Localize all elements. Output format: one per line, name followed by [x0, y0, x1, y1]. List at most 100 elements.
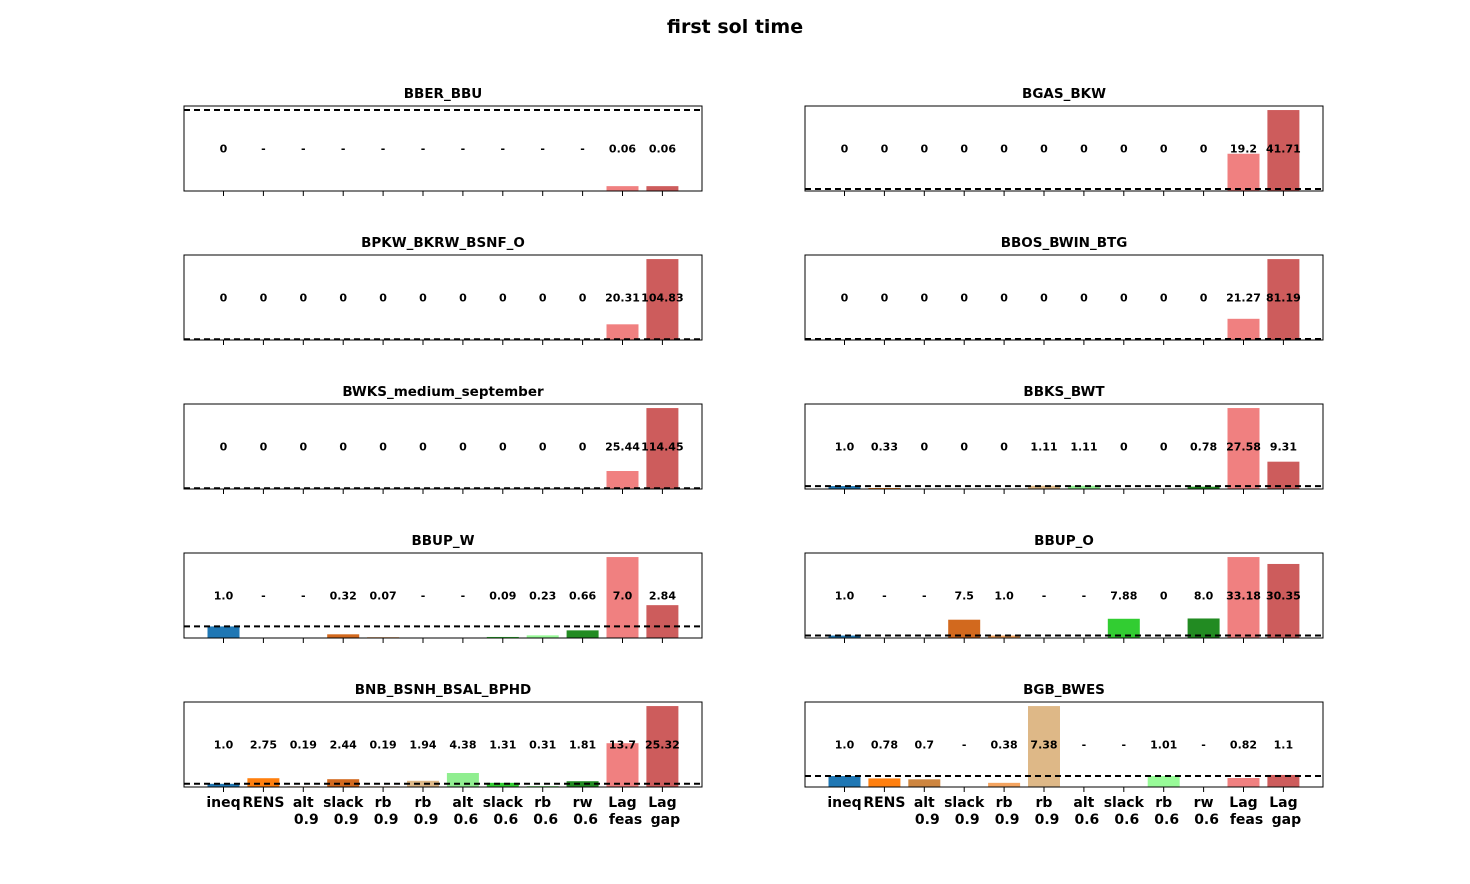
bar-11: [646, 408, 679, 489]
bar-0: [828, 486, 861, 489]
value-label: 0: [1000, 292, 1008, 305]
bar-3: [948, 619, 981, 638]
value-label: 0.31: [529, 739, 556, 752]
value-label: -: [381, 143, 386, 156]
value-label: 0: [299, 292, 307, 305]
value-label: 0: [1160, 292, 1168, 305]
bar-7: [486, 636, 519, 638]
axes-frame: [804, 552, 1324, 639]
value-label: 25.44: [605, 441, 640, 454]
axes-frame: [804, 105, 1324, 192]
bar-6: [1067, 485, 1100, 489]
value-label: 0: [1040, 143, 1048, 156]
x-tick-label: slack 0.9: [944, 795, 985, 828]
x-tick-label: Lag feas: [1229, 795, 1263, 828]
axes-frame: [804, 701, 1324, 788]
subplot-title: BBOS_BWIN_BTG: [1001, 235, 1128, 251]
value-label: 4.38: [449, 739, 476, 752]
value-label: 1.31: [489, 739, 516, 752]
value-label: 0: [960, 292, 968, 305]
bar-9: [566, 781, 599, 787]
value-label: -: [882, 590, 887, 603]
value-label: -: [261, 590, 266, 603]
bar-10: [1227, 153, 1260, 191]
bar-0: [207, 783, 240, 787]
value-label: 0: [881, 292, 889, 305]
bar-0: [828, 776, 861, 787]
value-label: 0: [419, 292, 427, 305]
bar-7: [486, 782, 519, 787]
subplot-title: BNB_BSNH_BSAL_BPHD: [355, 682, 532, 698]
value-label: 0: [260, 292, 268, 305]
value-label: 0: [1040, 292, 1048, 305]
value-label: 0: [1120, 441, 1128, 454]
value-label: 0: [920, 143, 928, 156]
bar-5: [1028, 706, 1060, 787]
x-tick-label: ineq: [206, 795, 240, 811]
value-label: -: [1042, 590, 1047, 603]
value-label: 0: [841, 143, 849, 156]
value-label: -: [922, 590, 927, 603]
value-label: 7.88: [1110, 590, 1137, 603]
value-label: 1.0: [994, 590, 1014, 603]
value-label: 104.83: [641, 292, 683, 305]
value-label: 1.0: [214, 739, 234, 752]
x-tick-label: RENS: [242, 795, 284, 811]
subplot-title: BWKS_medium_september: [342, 384, 544, 400]
subplot-BPKW_BKRW_BSNF_O: BPKW_BKRW_BSNF_O 0 0 0 0 0 0 0 0 0 0 20.31 104.83: [183, 235, 703, 345]
x-tick-label: slack 0.6: [1104, 795, 1145, 828]
value-label: 0: [379, 292, 387, 305]
bar-4: [988, 782, 1021, 787]
x-tick-label: rb 0.9: [1035, 795, 1060, 828]
value-label: 0.33: [871, 441, 898, 454]
value-label: 19.2: [1230, 143, 1257, 156]
value-label: 0: [220, 143, 228, 156]
value-label: 1.94: [409, 739, 436, 752]
value-label: 0.66: [569, 590, 596, 603]
value-label: 0: [1120, 143, 1128, 156]
value-label: -: [540, 143, 545, 156]
bar-8: [526, 635, 559, 638]
value-label: 0: [339, 292, 347, 305]
x-tick-label: ineq: [827, 795, 861, 811]
value-label: 0.06: [649, 143, 676, 156]
subplot-BNB_BSNH_BSAL_BPHD: BNB_BSNH_BSAL_BPHD 1.0 2.75 0.19 2.44 0.19 1.9…: [183, 682, 703, 828]
value-label: -: [461, 143, 466, 156]
axes-frame: [183, 403, 703, 490]
subplot-BBKS_BWT: BBKS_BWT 1.0 0.33 0 0 0 1.11 1.11 0 0 0.78 27.58 9.3…: [804, 384, 1324, 494]
value-label: 41.71: [1266, 143, 1301, 156]
value-label: 0: [920, 292, 928, 305]
subplot-BBER_BBU: BBER_BBU 0 - - - - - - - - - 0.06 0.06: [183, 86, 703, 196]
bar-0: [828, 635, 861, 638]
subplot-title: BBUP_O: [1034, 533, 1094, 549]
value-label: 0: [1160, 590, 1168, 603]
value-label: 0: [579, 441, 587, 454]
value-label: 0: [539, 441, 547, 454]
x-tick-label: Lag gap: [648, 795, 680, 828]
value-label: 1.0: [835, 739, 855, 752]
bar-11: [646, 706, 679, 787]
value-label: 0: [1120, 292, 1128, 305]
x-tick-label: RENS: [863, 795, 905, 811]
value-label: 0: [339, 441, 347, 454]
value-label: 1.0: [835, 590, 855, 603]
subplot-title: BBKS_BWT: [1023, 384, 1105, 400]
bar-9: [566, 630, 599, 638]
value-label: 0: [960, 441, 968, 454]
figure-title: first sol time: [667, 16, 803, 38]
bar-3: [327, 634, 360, 638]
value-label: 2.44: [330, 739, 357, 752]
axes-frame: [183, 701, 703, 788]
x-tick-label: alt 0.6: [1073, 795, 1099, 828]
bar-4: [988, 635, 1021, 638]
x-tick-label: rb 0.9: [995, 795, 1020, 828]
value-label: 20.31: [605, 292, 640, 305]
subplot-BBUP_O: BBUP_O 1.0 - - 7.5 1.0 - - 7.88 0 8.0 33.18 30.35: [804, 533, 1324, 643]
value-label: 0: [499, 292, 507, 305]
x-tick-label: alt 0.9: [914, 795, 940, 828]
value-label: 7.38: [1030, 739, 1057, 752]
value-label: -: [461, 590, 466, 603]
value-label: 9.31: [1270, 441, 1297, 454]
bar-10: [1227, 778, 1260, 787]
x-tick-label: Lag gap: [1269, 795, 1301, 828]
